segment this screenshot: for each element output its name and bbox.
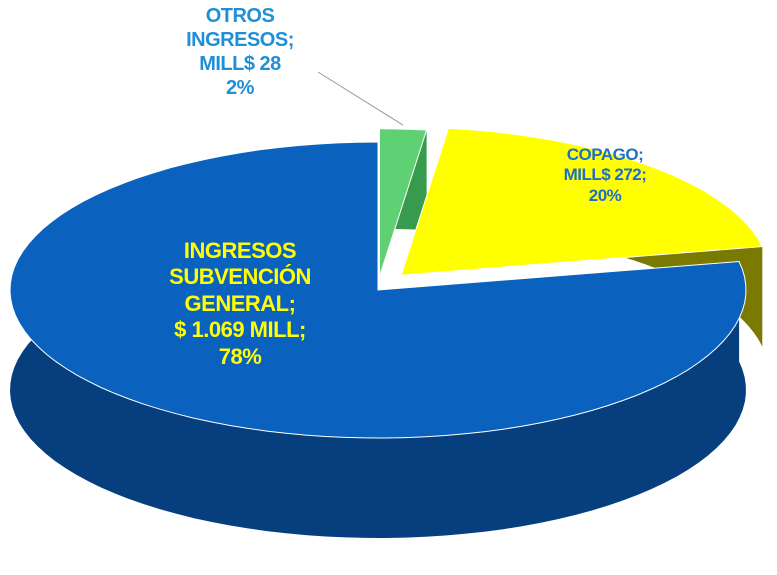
data-label: INGRESOS SUBVENCIÓN GENERAL; $ 1.069 MILL… — [140, 238, 340, 370]
category-label: OTROS INGRESOS; — [186, 5, 294, 51]
value-label: MILL$ 272; — [563, 165, 647, 185]
slice — [400, 127, 764, 276]
value-label: $ 1.069 MILL; — [174, 317, 306, 343]
data-label: OTROS INGRESOS; MILL$ 28 2% — [160, 4, 320, 100]
leader-line — [317, 71, 404, 126]
data-label: COPAGO; MILL$ 272; 20% — [535, 145, 675, 206]
percent-label: 20% — [588, 185, 622, 205]
percent-label: 2% — [226, 77, 254, 99]
percent-label: 78% — [218, 343, 262, 369]
category-label: INGRESOS SUBVENCIÓN GENERAL; — [169, 238, 311, 316]
slice — [378, 128, 428, 277]
slice — [9, 141, 747, 439]
value-label: MILL$ 28 — [199, 53, 281, 75]
category-label: COPAGO; — [566, 145, 644, 164]
